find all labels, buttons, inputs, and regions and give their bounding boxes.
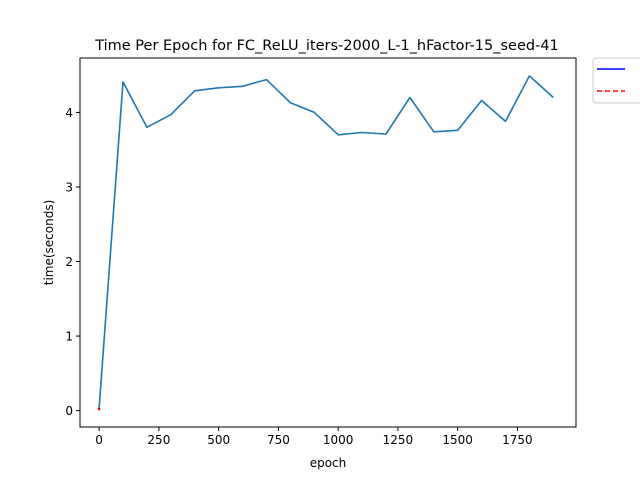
y-axis: 0 1 2 3 4 bbox=[65, 106, 80, 418]
y-axis-label: time(seconds) bbox=[42, 200, 56, 286]
series-line-0 bbox=[98, 75, 554, 409]
x-tick-label: 750 bbox=[267, 433, 290, 447]
x-axis-label: epoch bbox=[310, 456, 347, 470]
x-tick-label: 500 bbox=[207, 433, 230, 447]
y-tick-label: 2 bbox=[65, 255, 73, 269]
legend-box bbox=[592, 57, 640, 104]
plot-area bbox=[97, 75, 554, 411]
y-tick-label: 1 bbox=[65, 330, 73, 344]
x-tick-label: 250 bbox=[147, 433, 170, 447]
x-tick-label: 1500 bbox=[442, 433, 473, 447]
x-tick-label: 1750 bbox=[502, 433, 533, 447]
x-axis: 0 250 500 750 1000 1250 1500 1750 bbox=[95, 427, 533, 447]
chart-title: Time Per Epoch for FC_ReLU_iters-2000_L-… bbox=[94, 38, 559, 54]
x-tick-label: 1000 bbox=[323, 433, 354, 447]
y-tick-label: 0 bbox=[65, 404, 73, 418]
x-tick-label: 1250 bbox=[383, 433, 414, 447]
y-tick-label: 4 bbox=[65, 106, 73, 120]
series-point-1 bbox=[97, 407, 101, 411]
legend bbox=[592, 57, 640, 104]
x-tick-label: 0 bbox=[95, 433, 103, 447]
plot-frame bbox=[79, 57, 577, 428]
y-tick-label: 3 bbox=[65, 180, 73, 194]
